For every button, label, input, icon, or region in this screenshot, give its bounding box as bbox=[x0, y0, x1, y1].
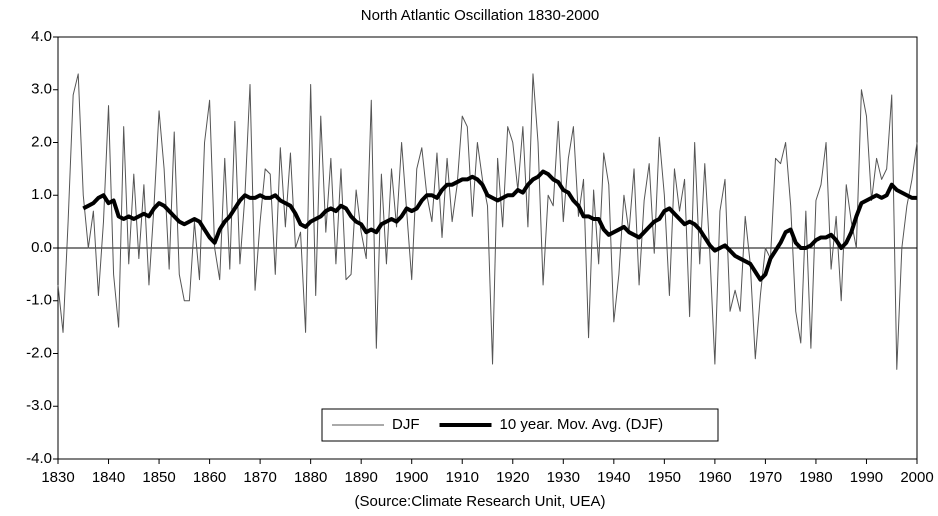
series-line bbox=[82, 169, 917, 282]
x-tick-label: 2000 bbox=[900, 469, 933, 486]
x-tick-label: 1850 bbox=[142, 469, 175, 486]
y-tick-label: -3.0 bbox=[26, 397, 52, 414]
x-tick-label: 1940 bbox=[597, 469, 630, 486]
legend-label: 10 year. Mov. Avg. (DJF) bbox=[500, 416, 664, 433]
x-tick-label: 1880 bbox=[294, 469, 327, 486]
y-tick-label: 2.0 bbox=[31, 133, 52, 150]
chart-title: North Atlantic Oscillation 1830-2000 bbox=[361, 7, 599, 24]
x-tick-label: 1960 bbox=[698, 469, 731, 486]
x-tick-label: 1860 bbox=[193, 469, 226, 486]
source-note: (Source:Climate Research Unit, UEA) bbox=[355, 493, 606, 510]
x-tick-label: 1900 bbox=[395, 469, 428, 486]
y-tick-label: 1.0 bbox=[31, 186, 52, 203]
y-tick-label: 3.0 bbox=[31, 81, 52, 98]
x-tick-label: 1970 bbox=[749, 469, 782, 486]
x-tick-label: 1990 bbox=[850, 469, 883, 486]
legend-box bbox=[321, 408, 719, 442]
x-tick-label: 1830 bbox=[41, 469, 74, 486]
x-tick-label: 1950 bbox=[648, 469, 681, 486]
legend-label: DJF bbox=[392, 416, 420, 433]
x-tick-label: 1840 bbox=[92, 469, 125, 486]
y-tick-label: 0.0 bbox=[31, 239, 52, 256]
series-line bbox=[57, 73, 918, 370]
y-tick-label: -1.0 bbox=[26, 292, 52, 309]
x-tick-label: 1920 bbox=[496, 469, 529, 486]
x-tick-label: 1930 bbox=[547, 469, 580, 486]
x-tick-label: 1890 bbox=[344, 469, 377, 486]
y-tick-label: 4.0 bbox=[31, 28, 52, 45]
y-tick-label: -4.0 bbox=[26, 450, 52, 467]
x-tick-label: 1870 bbox=[243, 469, 276, 486]
y-tick-label: -2.0 bbox=[26, 344, 52, 361]
x-tick-label: 1980 bbox=[799, 469, 832, 486]
x-tick-label: 1910 bbox=[446, 469, 479, 486]
